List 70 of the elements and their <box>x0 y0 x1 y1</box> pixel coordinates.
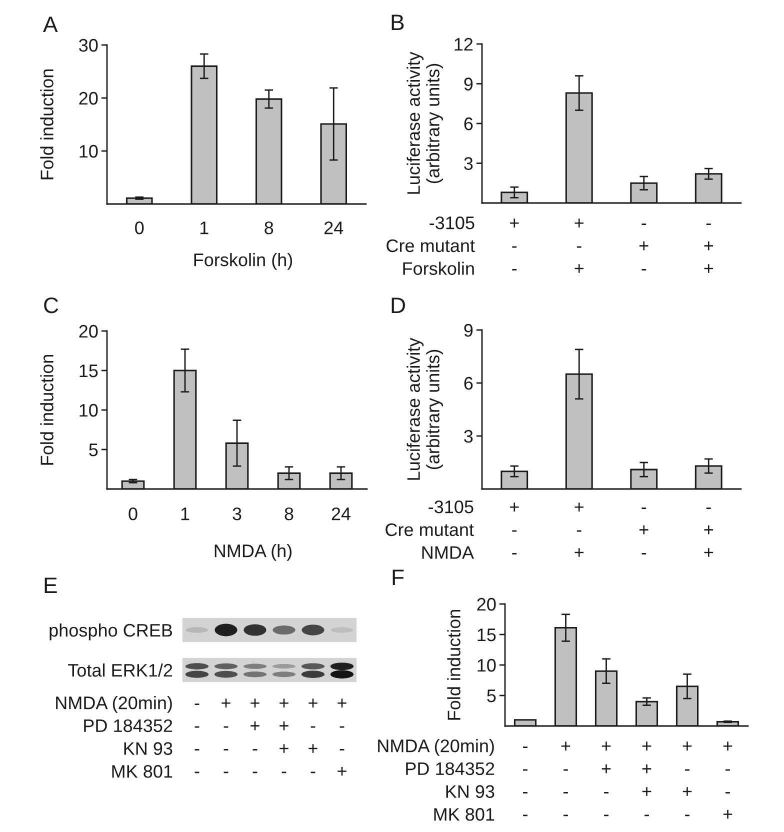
y-axis-title: Fold induction <box>40 354 54 465</box>
chart-title: C <box>44 297 58 314</box>
text: NMDA (20min) <box>56 696 172 713</box>
y-tick-label: 12 <box>454 38 473 51</box>
x-tick-label: 0 <box>128 507 138 520</box>
text: PD 184352 <box>406 762 494 776</box>
text: Forskolin <box>403 262 474 275</box>
x-tick-label: 0 <box>135 221 144 234</box>
category-label: Total ERK1/2 <box>68 663 172 677</box>
y-tick-label: 5 <box>89 444 98 456</box>
y-tick-label: 10 <box>80 144 98 158</box>
text: E <box>44 578 57 593</box>
x-tick-label: + - - - <box>561 742 570 816</box>
y-tick-label: 15 <box>80 364 98 378</box>
x-tick-label: - + - <box>639 224 648 270</box>
text: NMDA (20min) <box>378 739 494 756</box>
y-tick-label: 15 <box>478 628 496 642</box>
y-tick-label: 10 <box>80 404 98 417</box>
x-tick-label: 24 <box>332 507 351 520</box>
y-tick-label: 9 <box>464 78 473 90</box>
y-tick-label: 20 <box>79 324 98 338</box>
y-axis-title: Fold induction <box>447 610 460 720</box>
category-label: phospho CREB <box>50 623 172 640</box>
x-tick-label: 8 <box>284 507 294 520</box>
text: PD 184352 <box>84 719 172 732</box>
x-tick-label: - + + <box>704 508 714 557</box>
text: KN 93 <box>124 742 172 755</box>
x-tick-label: + - + <box>574 218 584 273</box>
text: NMDA <box>422 546 474 559</box>
x-axis-title: Forskolin (h) <box>194 253 292 270</box>
text: MK 801 <box>434 808 494 821</box>
y-tick-label: 6 <box>464 376 473 390</box>
x-tick-label: + + - - <box>602 742 611 816</box>
chart-title: B <box>392 14 404 30</box>
x-tick-label: + - - + <box>723 742 732 819</box>
x-tick-label: - - - - <box>523 746 528 816</box>
y-tick-label: 20 <box>79 92 98 105</box>
text: KN 93 <box>446 785 494 798</box>
text: MK 801 <box>112 765 172 778</box>
x-tick-label: + - - <box>510 502 519 554</box>
x-tick-label: 1 <box>181 508 190 520</box>
y-tick-label: 20 <box>477 598 496 611</box>
x-tick-label: + - + - <box>682 742 692 816</box>
text: Cre mutant <box>386 239 475 252</box>
text: -3105 <box>428 500 474 514</box>
x-tick-label: 3 <box>232 507 242 520</box>
chart-title: A <box>43 16 58 32</box>
x-tick-label: - + - <box>639 508 648 554</box>
chart-title: D <box>392 298 405 313</box>
y-tick-label: 3 <box>464 430 473 443</box>
y-tick-label: 6 <box>464 117 473 130</box>
y-tick-label: 3 <box>464 157 473 170</box>
chart-title: F <box>392 570 404 585</box>
y-tick-label: 9 <box>464 324 473 337</box>
x-tick-label: 8 <box>264 221 274 234</box>
x-tick-label: 1 <box>200 222 208 234</box>
x-tick-label: 24 <box>324 221 344 234</box>
x-axis-title: NMDA (h) <box>214 544 292 561</box>
x-tick-label: - + + <box>704 224 714 273</box>
y-axis-title: Luciferase activity (arbitrary units) <box>406 338 443 480</box>
text: Cre mutant <box>386 523 474 536</box>
y-axis-title: Fold induction <box>40 69 54 180</box>
x-tick-label: + - - <box>510 218 519 270</box>
x-tick-label: + + + - <box>642 742 652 816</box>
y-tick-label: 30 <box>79 38 98 52</box>
text: -3105 <box>430 216 474 230</box>
y-tick-label: 10 <box>478 658 496 672</box>
y-axis-title: Luciferase activity (arbitrary units) <box>406 52 443 194</box>
x-tick-label: + - + <box>574 502 584 557</box>
y-tick-label: 5 <box>487 690 496 702</box>
